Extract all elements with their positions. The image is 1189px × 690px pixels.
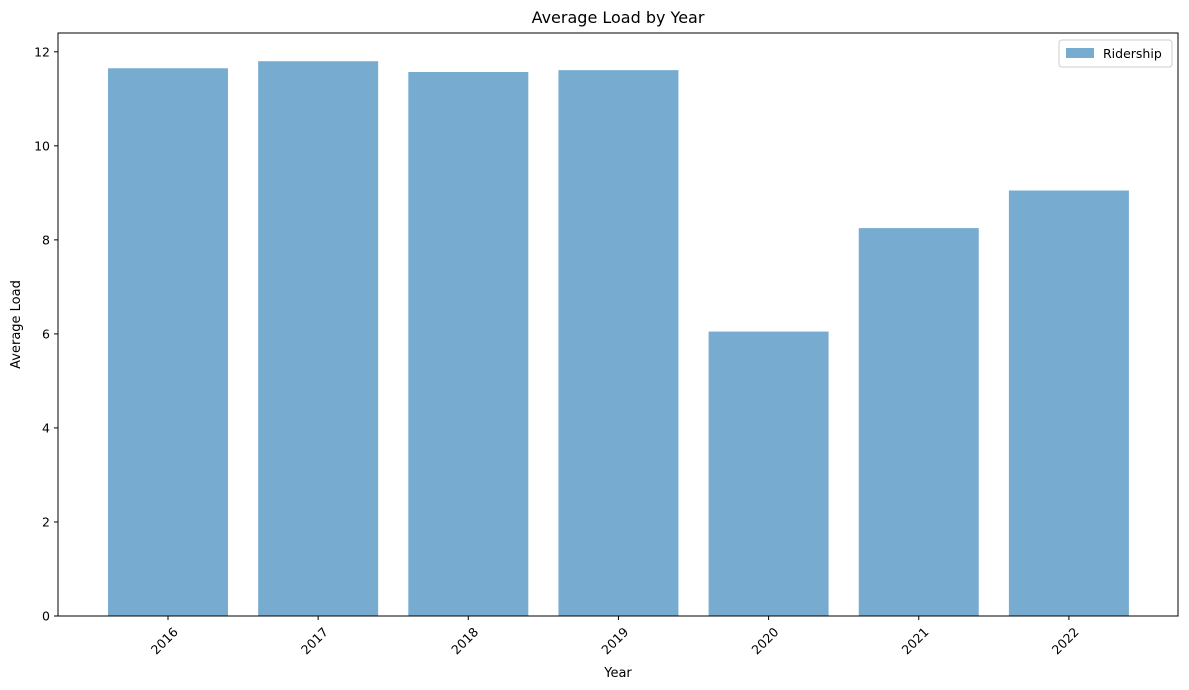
bar-2017 (258, 61, 379, 617)
x-axis-label: Year (603, 666, 632, 681)
bar-2016 (108, 68, 228, 617)
bar-2022 (1008, 190, 1129, 616)
y-axis-label: Average Load (9, 280, 24, 369)
chart-title: Average Load by Year (532, 8, 705, 27)
y-tick-label: 0 (42, 609, 50, 624)
y-tick-label: 10 (34, 138, 50, 153)
y-tick-label: 12 (34, 44, 50, 59)
y-tick-label: 6 (42, 326, 50, 341)
legend-box (1058, 39, 1173, 68)
y-tick-label: 2 (42, 514, 50, 529)
legend-swatch (1066, 48, 1094, 58)
bar-2019 (558, 70, 679, 616)
bar-2018 (408, 72, 529, 617)
y-tick-label: 4 (42, 420, 50, 435)
y-tick-label: 8 (42, 232, 50, 247)
bar-2021 (858, 228, 979, 616)
legend: Ridership (1058, 39, 1173, 68)
bar-2020 (708, 331, 829, 616)
legend-label: Ridership (1103, 46, 1162, 61)
